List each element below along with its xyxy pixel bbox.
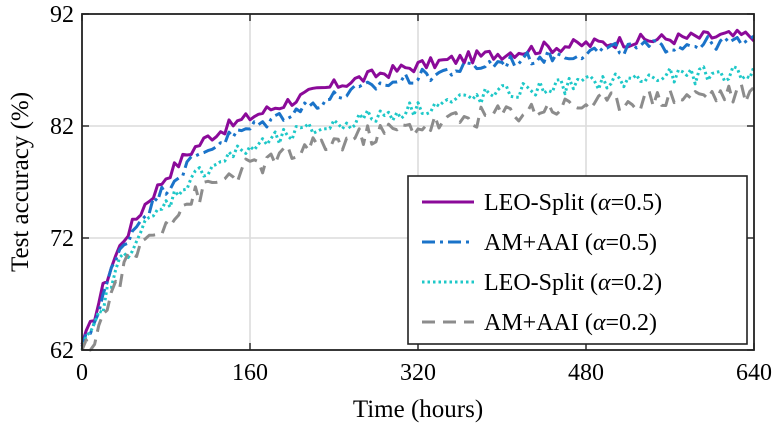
x-tick-label: 480 <box>568 360 604 386</box>
legend-alpha-value: =0.5) <box>605 230 657 256</box>
x-tick-label: 160 <box>232 360 268 386</box>
legend-alpha-symbol: α <box>598 190 611 216</box>
legend-series-name: AM+AAI ( <box>484 310 593 336</box>
legend-alpha-symbol: α <box>598 270 611 296</box>
y-tick-label: 72 <box>50 226 74 252</box>
y-tick-label: 62 <box>50 338 74 364</box>
legend-alpha-value: =0.5) <box>611 190 663 216</box>
series-line <box>80 28 756 345</box>
tick-labels: 0 160 320 480 640 62 72 82 92 <box>50 2 772 386</box>
series-group <box>80 28 756 352</box>
legend-alpha-symbol: α <box>593 230 606 256</box>
series-line <box>80 34 755 348</box>
legend-label: AM+AAI (α=0.5) <box>484 230 657 256</box>
ticks <box>81 13 755 351</box>
y-axis-label: Test accuracy (%) <box>7 92 34 272</box>
legend: LEO-Split (α=0.5)AM+AAI (α=0.5)LEO-Split… <box>407 175 748 345</box>
legend-box <box>407 175 748 345</box>
legend-alpha-symbol: α <box>593 310 606 336</box>
legend-label: AM+AAI (α=0.2) <box>484 310 657 336</box>
legend-alpha-value: =0.2) <box>611 270 663 296</box>
legend-label: LEO-Split (α=0.2) <box>484 270 662 296</box>
legend-series-name: LEO-Split ( <box>484 270 598 296</box>
legend-series-name: AM+AAI ( <box>484 230 593 256</box>
legend-series-name: LEO-Split ( <box>484 190 598 216</box>
x-tick-label: 640 <box>736 360 772 386</box>
series-line <box>80 83 756 352</box>
y-tick-label: 82 <box>50 114 74 140</box>
x-axis-label: Time (hours) <box>353 396 483 423</box>
x-tick-label: 0 <box>76 360 88 386</box>
legend-alpha-value: =0.2) <box>605 310 657 336</box>
x-tick-label: 320 <box>400 360 436 386</box>
y-tick-label: 92 <box>50 2 74 28</box>
series-line <box>80 65 756 351</box>
legend-label: LEO-Split (α=0.5) <box>484 190 662 216</box>
